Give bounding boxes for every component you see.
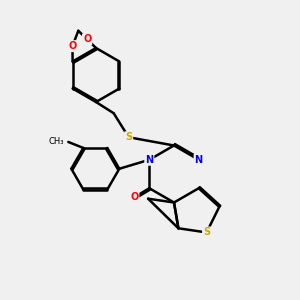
Text: O: O	[68, 41, 76, 51]
Text: S: S	[125, 132, 132, 142]
Text: CH₃: CH₃	[48, 137, 64, 146]
Text: O: O	[130, 192, 138, 202]
Text: O: O	[83, 34, 91, 44]
Text: N: N	[145, 155, 153, 165]
Text: S: S	[203, 227, 210, 237]
Text: N: N	[195, 155, 203, 165]
